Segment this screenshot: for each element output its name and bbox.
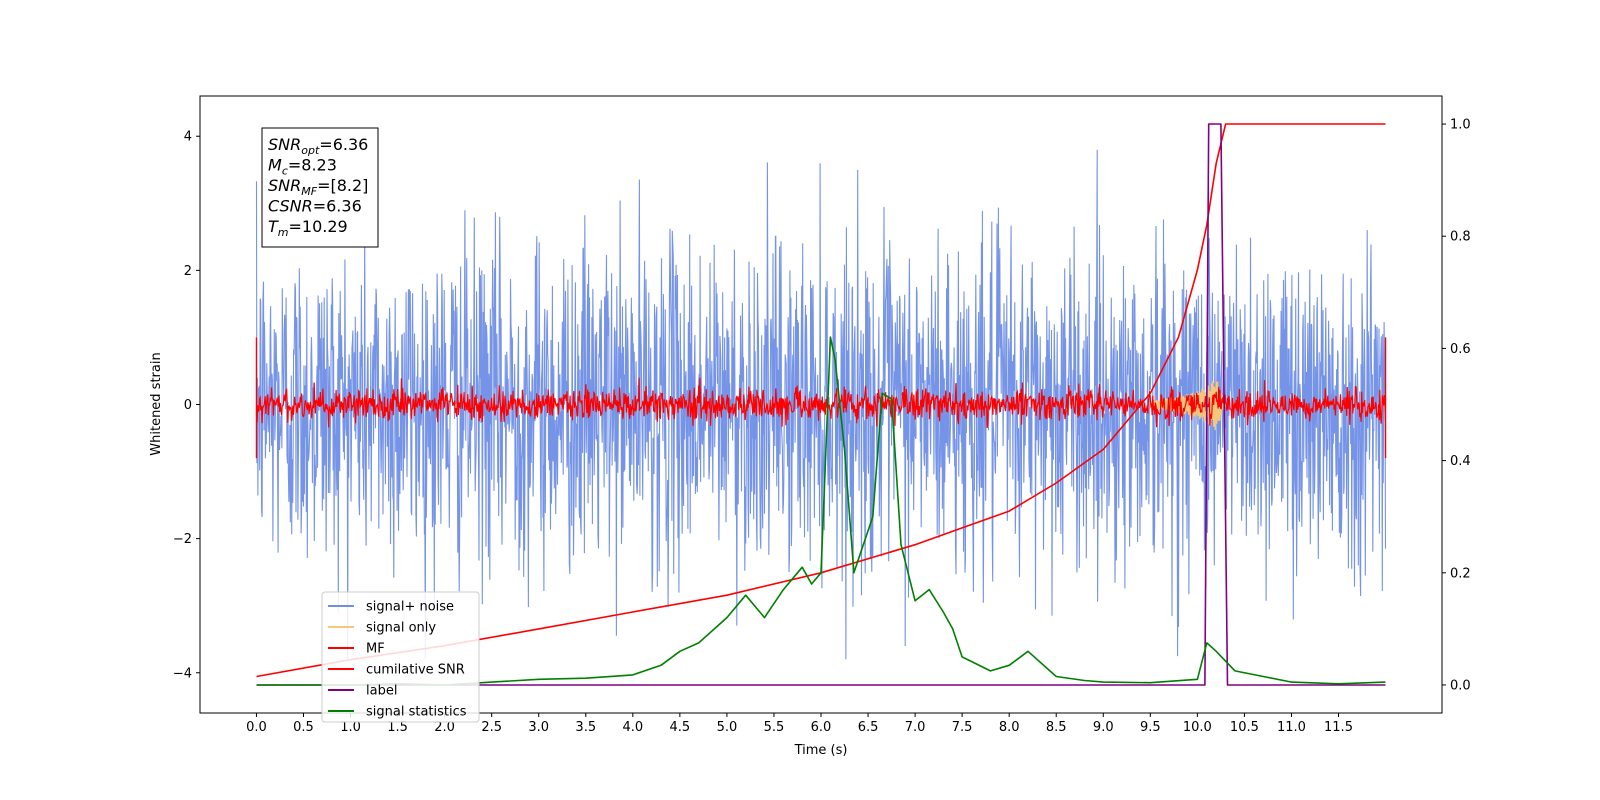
x-tick-label: 7.0 [905, 720, 926, 735]
series-mf [255, 377, 1387, 429]
annotation-box: SNRopt=6.36Mc=8.23SNRMF=[8.2]CSNR=6.36Tm… [261, 127, 379, 248]
x-tick-label: 10.0 [1183, 720, 1212, 735]
x-tick-label: 3.5 [575, 720, 596, 735]
x-tick-label: 1.0 [340, 720, 361, 735]
y2-tick-label: 0.2 [1450, 566, 1471, 581]
legend-entry: cumilative SNR [366, 663, 465, 678]
x-tick-label: 2.5 [481, 720, 502, 735]
series-layer [255, 123, 1387, 686]
y-axis-left: −4 −2 0 2 4 [173, 130, 200, 681]
y2-tick-label: 0.8 [1450, 230, 1471, 245]
y-tick-label: 0 [184, 398, 192, 413]
legend-entry: signal statistics [366, 705, 467, 720]
legend-entry: signal only [366, 621, 436, 636]
y-tick-label: −4 [173, 666, 192, 681]
x-tick-label: 4.0 [622, 720, 643, 735]
x-tick-label: 9.5 [1140, 720, 1161, 735]
legend-frame [321, 591, 480, 723]
x-tick-label: 5.0 [717, 720, 738, 735]
y-tick-label: 4 [184, 130, 192, 145]
x-tick-label: 3.0 [528, 720, 549, 735]
y2-tick-label: 0.6 [1450, 342, 1471, 357]
x-axis: 0.0 0.5 1.0 1.5 2.0 2.5 3.0 3.5 4.0 4.5 5.0 5.5 6.0 6… [246, 713, 1353, 735]
y2-tick-label: 1.0 [1450, 118, 1471, 133]
series-label [256, 123, 1386, 686]
series-signal-noise [255, 149, 1387, 660]
x-tick-label: 11.5 [1324, 720, 1353, 735]
x-tick-label: 6.0 [811, 720, 832, 735]
y2-tick-label: 0.0 [1450, 678, 1471, 693]
series-cumulative-snr [256, 123, 1386, 678]
x-tick-label: 11.0 [1277, 720, 1306, 735]
annotation-line: Tm=10.29 [268, 217, 348, 239]
y-tick-label: 2 [184, 264, 192, 279]
x-tick-label: 8.5 [1046, 720, 1067, 735]
y-axis-right: 0.0 0.2 0.4 0.6 0.8 1.0 [1442, 118, 1471, 693]
legend-entry: signal+ noise [366, 600, 454, 615]
x-tick-label: 6.5 [858, 720, 879, 735]
legend-entry: label [366, 684, 397, 699]
legend-entry: MF [366, 642, 385, 657]
x-axis-label: Time (s) [794, 743, 848, 758]
x-tick-label: 10.5 [1230, 720, 1259, 735]
x-tick-label: 5.5 [764, 720, 785, 735]
annotation-line: CSNR=6.36 [268, 197, 362, 216]
x-tick-label: 7.5 [952, 720, 973, 735]
y-tick-label: −2 [173, 532, 192, 547]
x-tick-label: 8.0 [999, 720, 1020, 735]
x-tick-label: 0.0 [246, 720, 267, 735]
annotation-frame [261, 127, 379, 248]
annotation-line: SNRopt=6.36 [268, 135, 368, 157]
annotation-line: Mc=8.23 [268, 156, 337, 178]
x-tick-label: 9.0 [1093, 720, 1114, 735]
x-tick-label: 4.5 [670, 720, 691, 735]
series-signal-statistics [256, 336, 1386, 686]
y2-tick-label: 0.4 [1450, 454, 1471, 469]
legend: signal+ noise signal only MF cumilative SNR… [321, 591, 480, 723]
x-tick-label: 0.5 [293, 720, 314, 735]
annotation-line: SNRMF=[8.2] [268, 176, 368, 198]
x-tick-label: 2.0 [434, 720, 455, 735]
x-tick-label: 1.5 [387, 720, 408, 735]
y-axis-label: Whitened strain [149, 352, 164, 455]
